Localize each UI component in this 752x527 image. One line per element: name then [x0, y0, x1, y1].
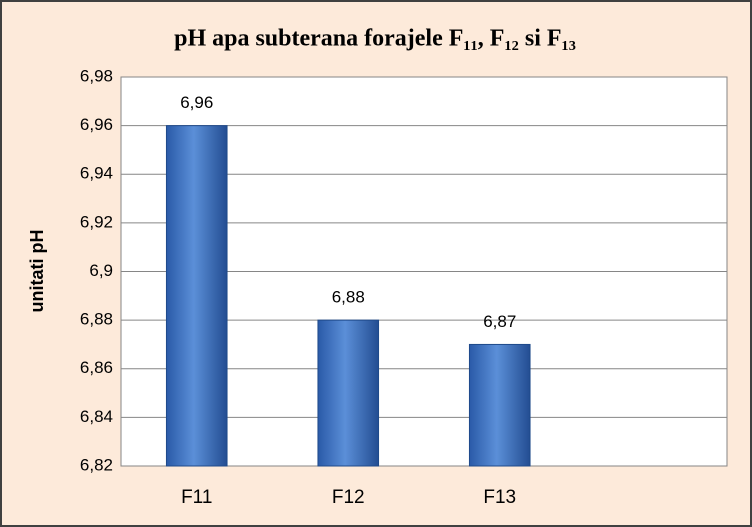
x-tick-label: F12 — [332, 487, 365, 508]
y-tick-label: 6,94 — [80, 164, 113, 183]
y-tick-label: 6,86 — [80, 358, 113, 377]
y-tick-label: 6,9 — [89, 261, 113, 280]
data-label: 6,87 — [483, 312, 516, 331]
y-tick-label: 6,98 — [80, 66, 113, 85]
y-tick-label: 6,92 — [80, 212, 113, 231]
y-tick-label: 6,88 — [80, 310, 113, 329]
y-tick-label: 6,96 — [80, 115, 113, 134]
y-tick-label: 6,84 — [80, 407, 113, 426]
x-tick-label: F13 — [483, 487, 516, 508]
bar — [165, 125, 228, 467]
chart-title: pH apa subterana forajele F₁₁, F₁₂ si F₁… — [174, 26, 576, 52]
data-label: 6,96 — [180, 93, 213, 112]
x-tick-label: F11 — [181, 487, 212, 508]
bar — [468, 343, 531, 467]
bar — [317, 319, 380, 467]
y-tick-label: 6,82 — [80, 455, 113, 474]
data-label: 6,88 — [332, 288, 365, 307]
y-axis-label: unitati pH — [27, 230, 47, 313]
